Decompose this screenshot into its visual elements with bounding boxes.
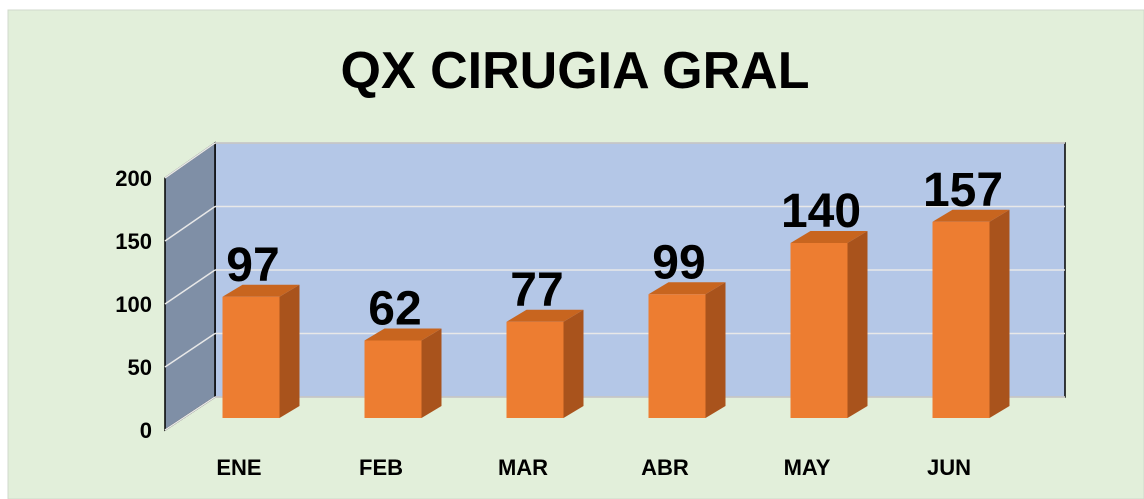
- bar-front: [932, 221, 990, 418]
- chart-title: QX CIRUGIA GRAL: [341, 42, 810, 100]
- bar: [222, 284, 300, 418]
- x-tick-label: FEB: [359, 455, 403, 480]
- x-tick-label: ABR: [641, 455, 689, 480]
- y-tick-label: 50: [128, 355, 152, 380]
- grid-line: [164, 269, 216, 305]
- value-label: 97: [226, 239, 279, 292]
- bar-side: [279, 284, 300, 418]
- value-label: 157: [923, 164, 1003, 217]
- bar-front: [648, 294, 706, 418]
- x-tick-label: MAY: [784, 455, 831, 480]
- x-tick-label: JUN: [927, 455, 971, 480]
- bar-side: [847, 231, 868, 418]
- bar-top: [506, 309, 584, 322]
- bar: [932, 209, 1010, 418]
- bar-front: [364, 340, 422, 418]
- bar-top: [222, 284, 300, 297]
- bar-side: [705, 282, 726, 418]
- bar-side: [421, 328, 442, 418]
- bar: [506, 309, 584, 418]
- y-tick-label: 0: [140, 418, 152, 443]
- bar-front: [222, 296, 280, 418]
- bar-front: [506, 321, 564, 418]
- value-label: 62: [368, 283, 421, 336]
- bar-side: [989, 209, 1010, 418]
- y-tick-label: 150: [115, 229, 152, 254]
- bar: [364, 328, 442, 418]
- value-label: 99: [652, 236, 705, 289]
- y-tick-label: 100: [115, 292, 152, 317]
- x-tick-label: MAR: [498, 455, 548, 480]
- value-label: 77: [510, 264, 563, 317]
- grid-line: [164, 396, 216, 431]
- x-tick-label: ENE: [216, 455, 261, 480]
- grid-line: [164, 332, 216, 368]
- bar-top: [364, 328, 442, 341]
- bar-side: [563, 309, 584, 418]
- value-label: 140: [781, 185, 861, 238]
- bar-top: [790, 231, 868, 243]
- grid-line: [164, 205, 216, 242]
- bar-top: [648, 282, 726, 295]
- y-tick-label: 200: [115, 166, 152, 191]
- bar-front: [790, 243, 848, 418]
- bar: [790, 231, 868, 418]
- bar-top: [932, 209, 1010, 222]
- grid-line: [164, 142, 216, 179]
- bar: [648, 282, 726, 418]
